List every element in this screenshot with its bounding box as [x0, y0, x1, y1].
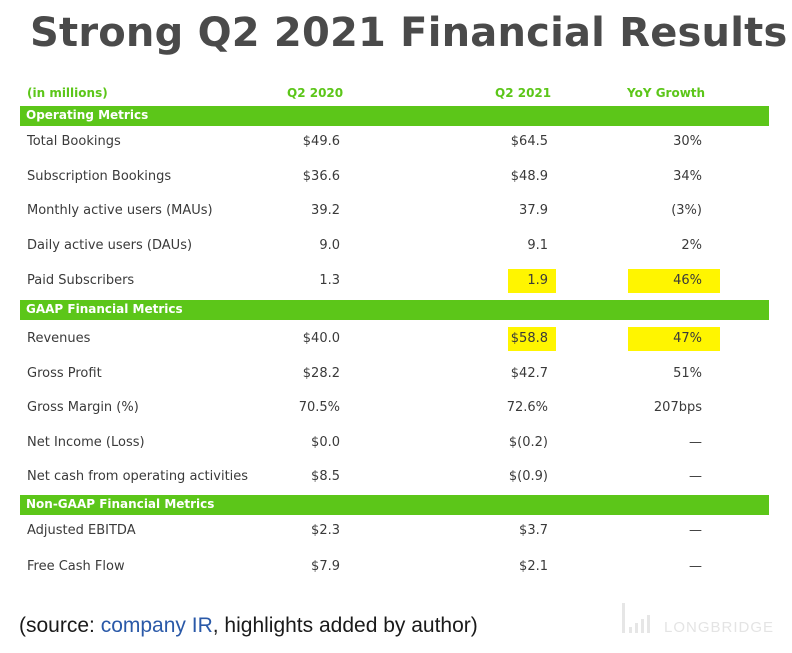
q2-2021-value: $3.7 — [519, 523, 548, 538]
table-row: Net cash from operating activities $8.5 … — [0, 467, 792, 487]
table-row: Daily active users (DAUs) 9.0 9.1 2% — [0, 236, 792, 256]
q2-2021-value: 72.6% — [506, 400, 548, 415]
section-operating-metrics: Operating Metrics — [20, 106, 769, 126]
row-label: Revenues — [27, 331, 91, 346]
yoy-value: — — [689, 559, 702, 574]
q2-2020-value: $7.9 — [311, 559, 340, 574]
yoy-value: 51% — [673, 366, 702, 381]
row-label: Gross Profit — [27, 366, 102, 381]
highlight-marker — [628, 327, 720, 351]
units-header: (in millions) — [27, 86, 108, 100]
q2-2021-value: $58.8 — [510, 331, 548, 346]
q2-2020-value: $28.2 — [302, 366, 340, 381]
q2-2020-value: 39.2 — [311, 203, 340, 218]
q2-2021-value: 9.1 — [527, 238, 548, 253]
source-suffix: , highlights added by author) — [212, 614, 478, 637]
q2-2021-value: $(0.2) — [508, 435, 548, 450]
section-label: Operating Metrics — [26, 108, 149, 122]
section-label: Non-GAAP Financial Metrics — [26, 497, 215, 511]
yoy-value: 30% — [673, 134, 702, 149]
table-row: Gross Margin (%) 70.5% 72.6% 207bps — [0, 398, 792, 418]
row-label: Adjusted EBITDA — [27, 523, 136, 538]
q2-2020-value: $2.3 — [311, 523, 340, 538]
section-non-gaap-financial-metrics: Non-GAAP Financial Metrics — [20, 495, 769, 515]
q2-2020-value: $36.6 — [302, 169, 340, 184]
q2-2020-value: $8.5 — [311, 469, 340, 484]
table-row: Monthly active users (MAUs) 39.2 37.9 (3… — [0, 201, 792, 221]
table-row: Total Bookings $49.6 $64.5 30% — [0, 132, 792, 152]
yoy-value: 207bps — [653, 400, 702, 415]
yoy-growth-header: YoY Growth — [627, 86, 706, 100]
yoy-value: — — [689, 523, 702, 538]
q2-2020-value: $40.0 — [302, 331, 340, 346]
table-row: Revenues $40.0 $58.8 47% — [0, 327, 792, 351]
q2-2020-value: $0.0 — [311, 435, 340, 450]
row-label: Daily active users (DAUs) — [27, 238, 193, 253]
table-row: Subscription Bookings $36.6 $48.9 34% — [0, 167, 792, 187]
q2-2021-value: $(0.9) — [508, 469, 548, 484]
q2-2021-value: 1.9 — [527, 273, 548, 288]
yoy-value: — — [689, 469, 702, 484]
section-gaap-financial-metrics: GAAP Financial Metrics — [20, 300, 769, 320]
highlight-marker — [628, 269, 720, 293]
yoy-value: 46% — [673, 273, 702, 288]
row-label: Total Bookings — [27, 134, 121, 149]
row-label: Gross Margin (%) — [27, 400, 139, 415]
table-row: Gross Profit $28.2 $42.7 51% — [0, 364, 792, 384]
q2-2020-value: 1.3 — [319, 273, 340, 288]
watermark-text: LONGBRIDGE — [664, 619, 775, 636]
table-row: Free Cash Flow $7.9 $2.1 — — [0, 557, 792, 577]
q2-2021-value: $2.1 — [519, 559, 548, 574]
q2-2021-value: 37.9 — [519, 203, 548, 218]
row-label: Subscription Bookings — [27, 169, 172, 184]
longbridge-watermark: LONGBRIDGE — [620, 603, 780, 636]
yoy-value: 47% — [673, 331, 702, 346]
q2-2020-value: 70.5% — [298, 400, 340, 415]
q2-2020-value: 9.0 — [319, 238, 340, 253]
bar-chart-logo-icon — [622, 603, 650, 633]
table-row: Net Income (Loss) $0.0 $(0.2) — — [0, 433, 792, 453]
yoy-value: 34% — [673, 169, 702, 184]
yoy-value: — — [689, 435, 702, 450]
q2-2021-value: $48.9 — [510, 169, 548, 184]
q2-2021-header: Q2 2021 — [495, 86, 552, 100]
row-label: Free Cash Flow — [27, 559, 125, 574]
section-label: GAAP Financial Metrics — [26, 302, 183, 316]
source-caption: (source: company IR, highlights added by… — [19, 614, 478, 638]
yoy-value: (3%) — [671, 203, 702, 218]
highlight-marker — [508, 327, 556, 351]
slide-title: Strong Q2 2021 Financial Results — [30, 10, 788, 56]
q2-2020-value: $49.6 — [302, 134, 340, 149]
row-label: Monthly active users (MAUs) — [27, 203, 213, 218]
q2-2020-header: Q2 2020 — [287, 86, 344, 100]
q2-2021-value: $42.7 — [510, 366, 548, 381]
highlight-marker — [508, 269, 556, 293]
row-label: Paid Subscribers — [27, 273, 135, 288]
row-label: Net Income (Loss) — [27, 435, 145, 450]
row-label: Net cash from operating activities — [27, 469, 249, 484]
q2-2021-value: $64.5 — [510, 134, 548, 149]
yoy-value: 2% — [681, 238, 702, 253]
company-ir-link[interactable]: company IR — [100, 614, 213, 637]
table-row: Paid Subscribers 1.3 1.9 46% — [0, 269, 792, 293]
table-row: Adjusted EBITDA $2.3 $3.7 — — [0, 521, 792, 541]
source-prefix: (source: — [19, 614, 101, 637]
